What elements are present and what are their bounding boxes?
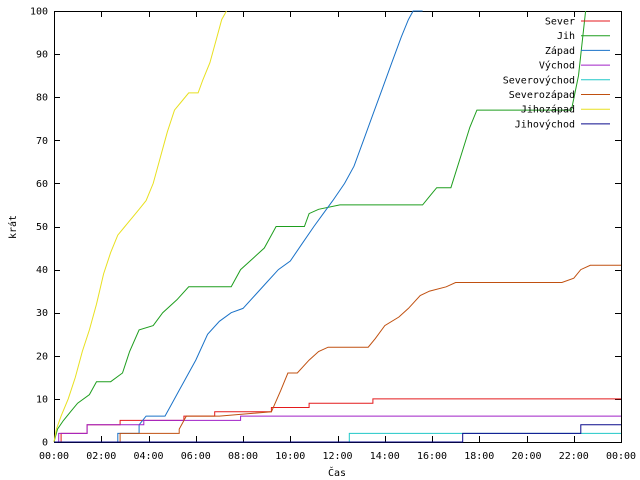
series-line	[54, 398, 621, 443]
y-tick-label: 90	[36, 50, 48, 61]
y-tick-label: 60	[36, 179, 48, 190]
x-tick-label: 14:00	[370, 451, 400, 462]
x-tick-label: 18:00	[464, 451, 494, 462]
y-tick-label: 0	[42, 438, 48, 449]
x-tick-label: 20:00	[511, 451, 541, 462]
series-line	[54, 432, 621, 443]
x-tick-label: 00:00	[606, 451, 636, 462]
x-tick-label: 16:00	[417, 451, 447, 462]
legend-label: Jih	[557, 31, 575, 42]
series-line	[54, 10, 423, 443]
x-tick-label: 06:00	[181, 451, 211, 462]
series-line	[53, 10, 587, 443]
y-axis-label: krát	[7, 215, 19, 239]
series-group	[53, 10, 621, 443]
y-tick-label: 30	[36, 308, 48, 319]
legend-label: Jihovýchod	[515, 118, 575, 130]
x-tick-label: 10:00	[275, 451, 305, 462]
x-tick-label: 00:00	[39, 451, 69, 462]
legend-label: Východ	[539, 60, 575, 72]
x-tick-label: 12:00	[322, 451, 352, 462]
x-tick-label: 02:00	[86, 451, 116, 462]
legend-label: Sever	[545, 17, 575, 28]
y-tick-label: 70	[36, 136, 48, 147]
y-tick-label: 40	[36, 265, 48, 276]
y-tick-label: 80	[36, 93, 48, 104]
x-tick-label: 22:00	[559, 451, 589, 462]
legend-label: Severozápad	[509, 89, 575, 101]
series-line	[54, 415, 621, 443]
series-line	[54, 264, 621, 443]
series-line	[54, 424, 621, 443]
y-tick-label: 100	[30, 7, 48, 18]
legend-label: Jihozápad	[521, 104, 575, 116]
x-tick-label: 08:00	[228, 451, 258, 462]
y-tick-label: 20	[36, 351, 48, 362]
legend-label: Severovýchod	[503, 74, 575, 86]
legend: Sever Jih Západ Východ Severovýchod Severozáp…	[503, 17, 610, 130]
y-tick-label: 50	[36, 222, 48, 233]
y-tick-label: 10	[36, 394, 48, 405]
axis-ticks: 0 10 20 30 40 50 60 70 80 90 100 00:00 02:00 04:00 06:…	[30, 7, 636, 463]
series-line	[53, 10, 227, 443]
x-tick-label: 04:00	[133, 451, 163, 462]
x-axis-label: Čas	[328, 466, 346, 479]
legend-label: Západ	[545, 45, 575, 57]
